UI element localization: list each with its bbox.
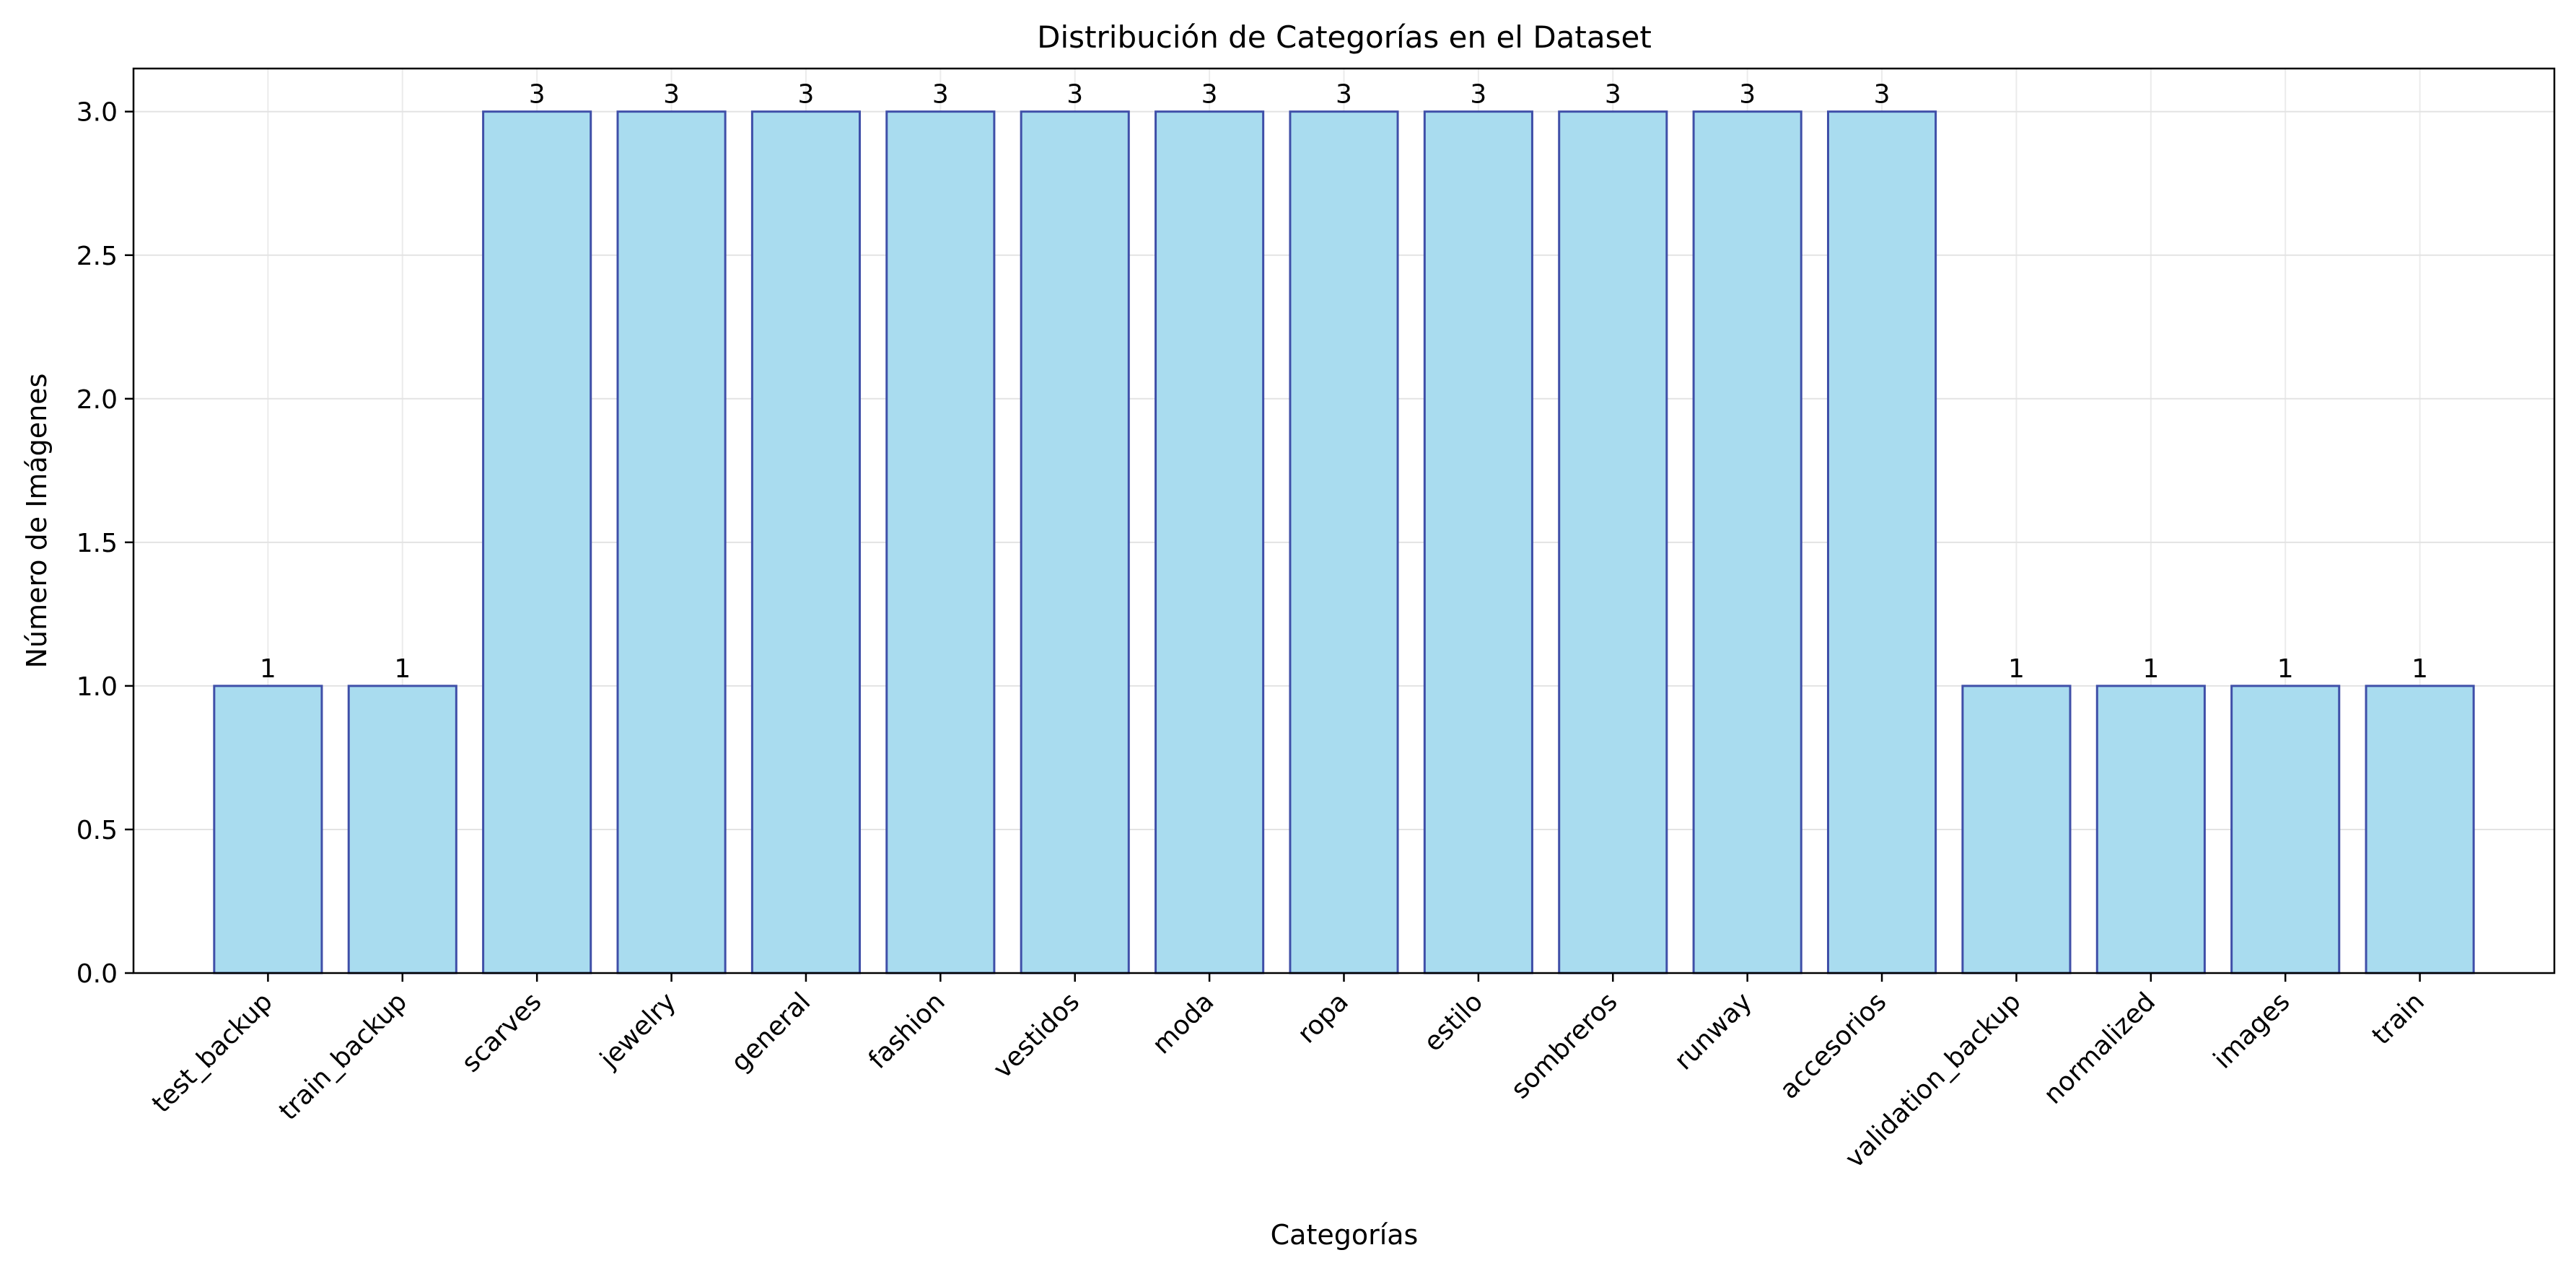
chart-title: Distribución de Categorías en el Dataset	[1037, 19, 1652, 55]
bar-value-label: 3	[797, 80, 814, 110]
y-tick-label: 2.0	[76, 385, 118, 415]
y-tick-label: 0.5	[76, 816, 118, 845]
x-axis-label: Categorías	[1271, 1219, 1419, 1251]
bar	[1961, 685, 2072, 974]
y-tick-label: 3.0	[76, 98, 118, 128]
bar	[1692, 110, 1802, 974]
bar-value-label: 3	[1605, 80, 1621, 110]
bar	[2095, 685, 2206, 974]
bar-value-label: 3	[1874, 80, 1891, 110]
x-tick-label: images	[2208, 987, 2296, 1075]
x-tick-label: fashion	[863, 987, 951, 1075]
x-tick-label: scarves	[456, 987, 547, 1078]
x-tick-label: accesorios	[1774, 987, 1892, 1104]
bar	[1827, 110, 1937, 974]
bar-value-label: 3	[1201, 80, 1218, 110]
x-tick-label: sombreros	[1506, 987, 1624, 1104]
bar-value-label: 3	[1470, 80, 1486, 110]
bars	[213, 110, 2475, 974]
bar	[2230, 685, 2341, 974]
bar	[482, 110, 592, 974]
bar-value-label: 1	[2411, 654, 2428, 684]
x-tick-label: moda	[1147, 987, 1219, 1060]
bar	[1423, 110, 1533, 974]
bar-value-label: 1	[260, 654, 276, 684]
bar	[1289, 110, 1399, 974]
bar	[347, 685, 457, 974]
bar-value-label: 3	[1336, 80, 1352, 110]
bar	[616, 110, 727, 974]
bar	[885, 110, 996, 974]
bar-value-label: 3	[1739, 80, 1756, 110]
x-tick-label: estilo	[1419, 987, 1489, 1057]
bar	[213, 685, 323, 974]
bar-value-label: 1	[2008, 654, 2025, 684]
x-tick-label: jewelry	[594, 987, 682, 1075]
y-tick-label: 0.0	[76, 959, 118, 989]
bar-value-label: 3	[932, 80, 949, 110]
bar	[1155, 110, 1265, 974]
bar	[1558, 110, 1668, 974]
x-tick-label: train_backup	[273, 987, 413, 1126]
bar-value-label: 1	[2277, 654, 2294, 684]
bar-value-label: 1	[394, 654, 411, 684]
y-tick-label: 2.5	[76, 242, 118, 271]
x-tick-label: vestidos	[988, 987, 1085, 1084]
y-tick-label: 1.0	[76, 672, 118, 702]
y-tick-label: 1.5	[76, 529, 118, 558]
bar-value-label: 3	[663, 80, 680, 110]
x-tick-label: train	[2367, 987, 2430, 1050]
x-tick-label: normalized	[2038, 987, 2161, 1109]
bar-value-label: 3	[1066, 80, 1083, 110]
x-tick-label: test_backup	[146, 987, 279, 1119]
x-tick-label: general	[726, 987, 817, 1078]
bar	[2365, 685, 2475, 974]
bar-value-label: 1	[2142, 654, 2159, 684]
data-labels: 1 1 3 3 3 3 3 3 3 3 3 3 3 1 1 1 1	[260, 80, 2428, 684]
bar	[1020, 110, 1130, 974]
bar	[750, 110, 862, 974]
x-tick-label: ropa	[1292, 987, 1354, 1049]
y-axis-label: Número de Imágenes	[21, 374, 53, 669]
x-tick-label: runway	[1669, 987, 1758, 1075]
bar-value-label: 3	[529, 80, 546, 110]
